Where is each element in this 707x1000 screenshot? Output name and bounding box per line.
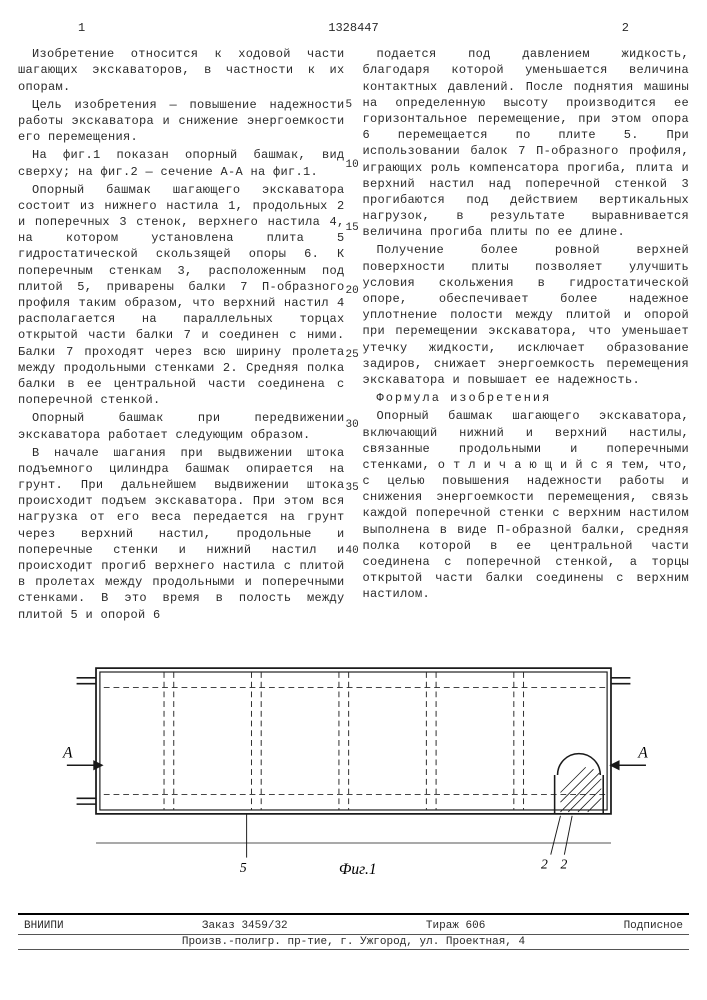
line-num: 35 <box>346 481 359 496</box>
page-num-left: 1 <box>78 20 85 36</box>
page-num-right: 2 <box>622 20 629 36</box>
imprint-footer: ВНИИПИ Заказ 3459/32 Тираж 606 Подписное… <box>18 913 689 951</box>
para: В начале шагания при выдвижении штока по… <box>18 445 345 623</box>
para: Опорный башмак при передвижении экскават… <box>18 410 345 442</box>
para: Опорный башмак шагающего экскаватора сос… <box>18 182 345 409</box>
line-num: 40 <box>346 544 359 559</box>
para-claim: Опорный башмак шагающего экскаватора, вк… <box>363 408 690 602</box>
footer-order: Заказ 3459/32 <box>202 919 288 934</box>
footer-tirazh: Тираж 606 <box>426 919 485 934</box>
line-num: 15 <box>346 221 359 236</box>
label-2b: 2 <box>560 856 567 871</box>
line-num: 30 <box>346 418 359 433</box>
footer-org: ВНИИПИ <box>24 919 64 934</box>
label-5: 5 <box>240 860 247 875</box>
footer-sub: Подписное <box>624 919 683 934</box>
line-num: 25 <box>346 348 359 363</box>
patent-number: 1328447 <box>328 20 378 36</box>
para: Цель изобретения — повышение надежности … <box>18 97 345 146</box>
para: подается под давлением жидкость, благода… <box>363 46 690 240</box>
column-right: подается под давлением жидкость, благода… <box>363 46 690 625</box>
para: Получение более ровной верхней поверхнос… <box>363 242 690 388</box>
figure-1: A A 5 2 2 Фиг.1 <box>28 645 679 905</box>
footer-address: Произв.-полигр. пр-тие, г. Ужгород, ул. … <box>182 935 525 950</box>
label-2: 2 <box>541 856 548 871</box>
para: На фиг.1 показан опорный башмак, вид све… <box>18 147 345 179</box>
formula-title: Формула изобретения <box>363 390 690 406</box>
line-num: 20 <box>346 284 359 299</box>
para: Изобретение относится к ходовой части ша… <box>18 46 345 95</box>
label-A-left: A <box>62 744 73 761</box>
label-A-right: A <box>637 744 648 761</box>
line-num: 5 <box>346 98 353 113</box>
line-num: 10 <box>346 158 359 173</box>
column-left: Изобретение относится к ходовой части ша… <box>18 46 345 625</box>
figure-caption: Фиг.1 <box>339 861 377 878</box>
page-header: 1 1328447 2 <box>18 20 689 36</box>
